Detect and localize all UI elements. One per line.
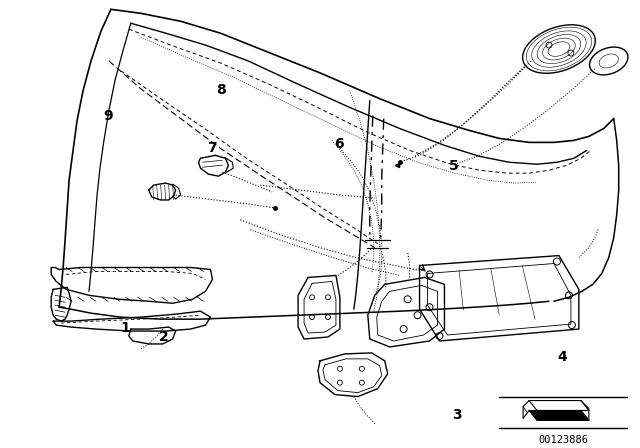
Text: 00123886: 00123886: [538, 435, 588, 445]
Text: 6: 6: [334, 137, 344, 151]
Text: 8: 8: [216, 83, 226, 97]
Text: 2: 2: [159, 330, 169, 344]
Text: 9: 9: [104, 109, 113, 123]
Text: 1: 1: [121, 321, 131, 336]
Text: 3: 3: [452, 408, 462, 422]
Text: 5: 5: [449, 159, 459, 173]
Text: 4: 4: [557, 350, 567, 364]
Text: 7: 7: [207, 141, 216, 155]
Polygon shape: [529, 410, 589, 420]
